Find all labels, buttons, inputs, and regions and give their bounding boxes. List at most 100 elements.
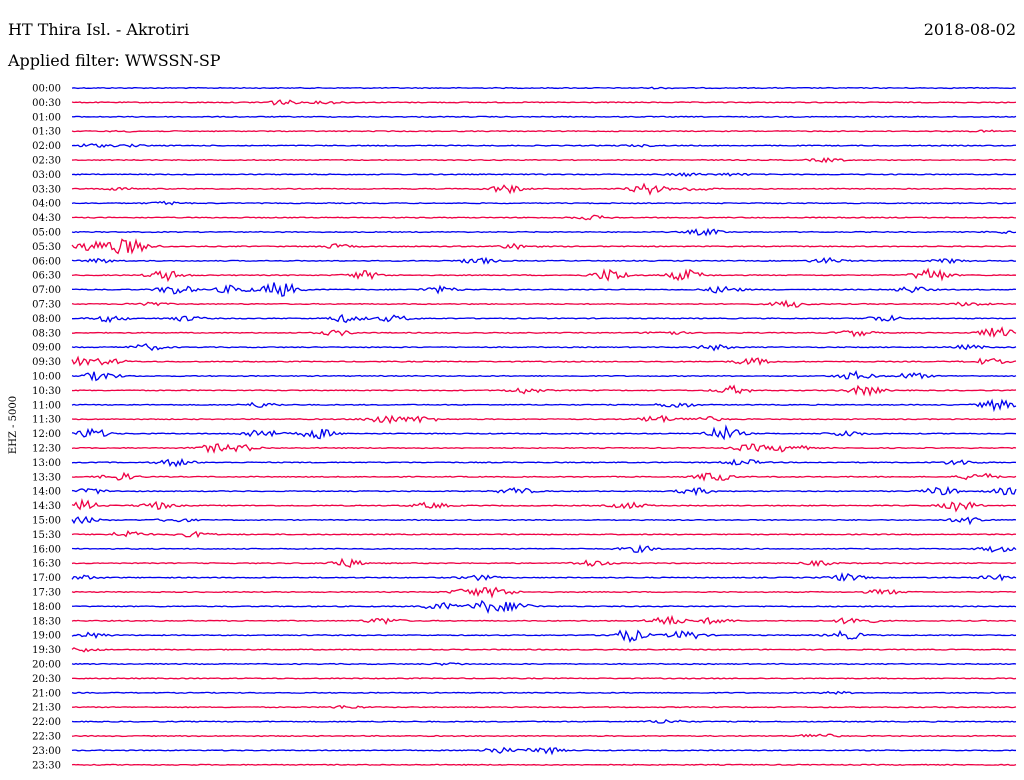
- trace-line: [71, 299, 1017, 308]
- time-tick-label: 13:00: [32, 458, 61, 469]
- trace-line: [71, 343, 1017, 352]
- time-tick-label: 12:00: [32, 429, 61, 440]
- time-tick-label: 11:00: [32, 400, 61, 411]
- time-tick-label: 13:30: [32, 472, 61, 483]
- station-title: HT Thira Isl. - Akrotiri: [8, 20, 190, 39]
- time-tick-label: 10:00: [32, 372, 61, 383]
- time-tick-label: 16:30: [32, 559, 61, 570]
- trace-line: [71, 384, 1017, 397]
- time-tick-label: 07:30: [32, 300, 61, 311]
- trace-line: [71, 586, 1017, 599]
- time-tick-label: 01:30: [32, 127, 61, 138]
- time-tick-label: 22:30: [32, 732, 61, 743]
- trace-line: [71, 267, 1017, 283]
- trace-line: [71, 424, 1017, 441]
- trace-line: [71, 515, 1017, 526]
- time-tick-label: 09:00: [32, 343, 61, 354]
- trace-line: [71, 370, 1017, 382]
- time-tick-label: 04:30: [32, 213, 61, 224]
- trace-line: [71, 530, 1017, 539]
- trace-line: [71, 718, 1017, 724]
- trace-line: [71, 282, 1017, 297]
- time-tick-label: 14:30: [32, 501, 61, 512]
- time-tick-label: 20:00: [32, 660, 61, 671]
- time-tick-label: 21:30: [32, 703, 61, 714]
- trace-line: [71, 763, 1017, 766]
- time-tick-label: 07:00: [32, 285, 61, 296]
- time-tick-label: 20:30: [32, 674, 61, 685]
- trace-line: [71, 227, 1017, 237]
- trace-line: [71, 143, 1017, 148]
- trace-line: [71, 326, 1017, 338]
- time-tick-label: 17:00: [32, 573, 61, 584]
- trace-line: [71, 485, 1017, 497]
- time-tick-label: 02:00: [32, 141, 61, 152]
- filter-line: Applied filter: WWSSN-SP: [8, 52, 221, 70]
- time-tick-label: 15:00: [32, 516, 61, 527]
- trace-line: [71, 704, 1017, 710]
- trace-line: [71, 647, 1017, 653]
- trace-line: [71, 544, 1017, 554]
- trace-line: [71, 129, 1017, 133]
- time-tick-label: 18:30: [32, 616, 61, 627]
- trace-line: [71, 443, 1017, 454]
- trace-line: [71, 99, 1017, 106]
- trace-line: [71, 571, 1017, 582]
- trace-line: [71, 86, 1017, 90]
- trace-line: [72, 313, 1017, 324]
- trace-line: [71, 182, 1017, 196]
- trace-line: [71, 414, 1017, 425]
- time-tick-label: 17:30: [32, 588, 61, 599]
- trace-line: [71, 497, 1017, 513]
- trace-line: [71, 629, 1017, 643]
- time-tick-label: 16:00: [32, 544, 61, 555]
- time-tick-label: 03:30: [32, 184, 61, 195]
- trace-line: [71, 614, 1017, 626]
- time-tick-label: 02:30: [32, 156, 61, 167]
- time-tick-label: 21:00: [32, 688, 61, 699]
- time-tick-label: 04:00: [32, 199, 61, 210]
- filter-label: Applied filter:: [8, 51, 120, 70]
- time-tick-label: 15:30: [32, 530, 61, 541]
- time-tick-label: 18:00: [32, 602, 61, 613]
- time-tick-label: 12:30: [32, 444, 61, 455]
- trace-line: [71, 746, 1017, 756]
- time-tick-label: 19:30: [32, 645, 61, 656]
- trace-line: [71, 214, 1017, 221]
- time-tick-label: 10:30: [32, 386, 61, 397]
- trace-line: [71, 157, 1017, 164]
- channel-label: EHZ - 5000: [8, 396, 19, 454]
- time-tick-label: 00:30: [32, 98, 61, 109]
- time-tick-label: 06:30: [32, 271, 61, 282]
- time-tick-label: 08:30: [32, 328, 61, 339]
- filter-value: WWSSN-SP: [124, 51, 221, 70]
- time-tick-label: 05:30: [32, 242, 61, 253]
- trace-line: [71, 355, 1017, 367]
- time-tick-label: 22:00: [32, 717, 61, 728]
- time-tick-label: 01:00: [32, 112, 61, 123]
- time-tick-label: 00:00: [32, 84, 61, 95]
- trace-rows: 00:00 00:30 01:00 01:30 02:00 02:30 03:00 03:30…: [32, 84, 1017, 771]
- trace-line: [71, 200, 1017, 206]
- trace-line: [71, 557, 1017, 568]
- time-tick-label: 23:30: [32, 760, 61, 771]
- time-tick-label: 11:30: [32, 415, 61, 426]
- time-tick-label: 08:00: [32, 314, 61, 325]
- time-tick-label: 23:00: [32, 746, 61, 757]
- trace-line: [71, 690, 1017, 695]
- time-tick-label: 05:00: [32, 228, 61, 239]
- trace-line: [71, 677, 1017, 680]
- trace-line: [71, 115, 1017, 118]
- time-tick-label: 06:00: [32, 256, 61, 267]
- trace-line: [71, 256, 1017, 265]
- trace-line: [71, 171, 1017, 178]
- trace-line: [71, 733, 1017, 738]
- trace-line: [71, 599, 1017, 614]
- trace-line: [71, 457, 1017, 468]
- header-date: 2018-08-02: [923, 20, 1016, 39]
- trace-line: [71, 662, 1017, 667]
- trace-line: [71, 238, 1017, 255]
- time-tick-label: 14:00: [32, 487, 61, 498]
- time-tick-label: 19:00: [32, 631, 61, 642]
